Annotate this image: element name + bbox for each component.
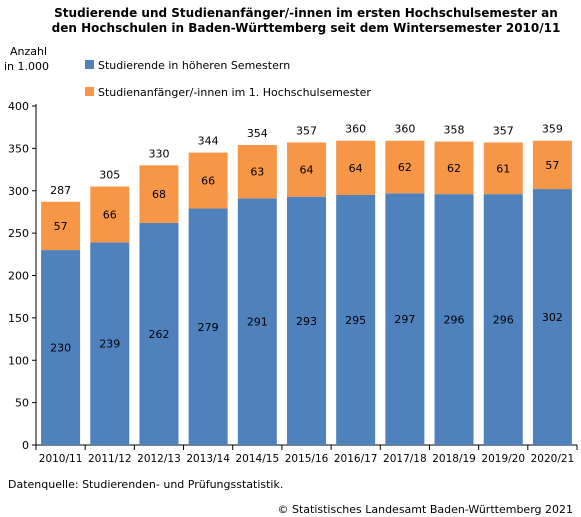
- legend-swatch-first-semester: [85, 87, 94, 96]
- legend-swatch-higher-semesters: [85, 60, 94, 69]
- x-tick-label: 2016/17: [334, 453, 378, 465]
- data-label-higher-semesters: 279: [198, 321, 219, 334]
- chart-title-line-1: Studierende und Studienanfänger/-innen i…: [54, 6, 558, 20]
- data-label-total: 305: [99, 169, 120, 182]
- x-tick-label: 2018/19: [432, 453, 476, 465]
- data-label-first-semester: 62: [398, 161, 412, 174]
- bar-first-semester: [237, 144, 277, 199]
- y-tick-label: 0: [22, 439, 29, 452]
- data-label-higher-semesters: 291: [247, 316, 268, 329]
- bar-first-semester: [41, 201, 81, 251]
- bar-higher-semesters: [483, 194, 523, 445]
- bar-higher-semesters: [385, 193, 425, 445]
- y-tick-label: 150: [8, 312, 29, 325]
- data-label-higher-semesters: 239: [99, 338, 120, 351]
- data-label-first-semester: 57: [54, 220, 68, 233]
- data-label-first-semester: 62: [447, 162, 461, 175]
- bar-higher-semesters: [188, 208, 228, 445]
- source-note: Datenquelle: Studierenden- und Prüfungss…: [8, 478, 283, 491]
- bar-first-semester: [434, 141, 474, 195]
- bar-higher-semesters: [139, 222, 179, 445]
- data-label-total: 360: [345, 123, 366, 136]
- x-tick-label: 2017/18: [383, 453, 427, 465]
- x-tick-label: 2014/15: [236, 453, 280, 465]
- data-label-higher-semesters: 296: [493, 314, 514, 327]
- x-tick-label: 2019/20: [481, 453, 525, 465]
- bar-first-semester: [483, 142, 523, 195]
- data-label-total: 358: [444, 124, 465, 137]
- bar-higher-semesters: [287, 196, 326, 445]
- data-label-first-semester: 68: [152, 188, 166, 201]
- bar-first-semester: [287, 142, 326, 197]
- legend-label-first-semester: Studienanfänger/-innen im 1. Hochschulse…: [98, 86, 371, 99]
- x-tick-label: 2011/12: [88, 453, 132, 465]
- y-tick-label: 250: [8, 227, 29, 240]
- x-tick-label: 2015/16: [285, 453, 329, 465]
- bars: 230 57 287 2010/11 239 66 305 2011/12 262 68 330 20…: [39, 123, 574, 465]
- data-label-higher-semesters: 302: [542, 311, 563, 324]
- x-tick-label: 2020/21: [531, 453, 575, 465]
- data-label-higher-semesters: 230: [50, 342, 71, 355]
- y-tick-label: 300: [8, 185, 29, 198]
- data-label-total: 357: [493, 124, 514, 137]
- data-label-total: 287: [50, 184, 71, 197]
- x-tick-label: 2010/11: [39, 453, 83, 465]
- y-tick-label: 50: [15, 397, 29, 410]
- data-label-total: 357: [296, 124, 317, 137]
- y-tick-label: 400: [8, 100, 29, 113]
- bar-higher-semesters: [532, 189, 572, 445]
- data-label-total: 359: [542, 123, 563, 136]
- y-axis-label-line-1: Anzahl: [10, 45, 47, 58]
- data-label-first-semester: 66: [201, 175, 215, 188]
- axes: 0 50 100 150 200 250 300 350 400: [8, 100, 578, 452]
- copyright-note: © Statistisches Landesamt Baden-Württemb…: [277, 503, 573, 516]
- y-axis-label-line-2: in 1.000: [4, 60, 49, 73]
- data-label-first-semester: 64: [349, 162, 363, 175]
- data-label-higher-semesters: 262: [148, 328, 169, 341]
- bar-first-semester: [336, 140, 376, 195]
- chart-title-line-2: den Hochschulen in Baden-Württemberg sei…: [52, 21, 561, 35]
- data-label-first-semester: 63: [250, 166, 264, 179]
- data-label-higher-semesters: 293: [296, 315, 317, 328]
- data-label-higher-semesters: 296: [444, 314, 465, 327]
- bar-first-semester: [385, 140, 425, 194]
- data-label-first-semester: 57: [545, 159, 559, 172]
- bar-higher-semesters: [434, 194, 474, 445]
- bar-higher-semesters: [237, 198, 277, 445]
- y-tick-label: 350: [8, 142, 29, 155]
- y-tick-label: 100: [8, 354, 29, 367]
- data-label-total: 354: [247, 127, 268, 140]
- bar-higher-semesters: [336, 194, 376, 445]
- legend-label-higher-semesters: Studierende in höheren Semestern: [98, 59, 290, 72]
- data-label-first-semester: 66: [103, 208, 117, 221]
- bar-first-semester: [139, 165, 179, 223]
- data-label-total: 360: [394, 123, 415, 136]
- data-label-first-semester: 64: [300, 164, 314, 177]
- data-label-total: 330: [148, 147, 169, 160]
- y-tick-label: 200: [8, 270, 29, 283]
- bar-higher-semesters: [41, 250, 81, 445]
- data-label-total: 344: [198, 135, 219, 148]
- bar-first-semester: [90, 186, 130, 243]
- bar-higher-semesters: [90, 242, 130, 445]
- x-tick-label: 2013/14: [186, 453, 230, 465]
- data-label-higher-semesters: 297: [394, 313, 415, 326]
- bar-first-semester: [188, 152, 228, 209]
- data-label-first-semester: 61: [496, 162, 510, 175]
- bar-first-semester: [532, 140, 572, 190]
- data-label-higher-semesters: 295: [345, 314, 366, 327]
- x-tick-label: 2012/13: [137, 453, 181, 465]
